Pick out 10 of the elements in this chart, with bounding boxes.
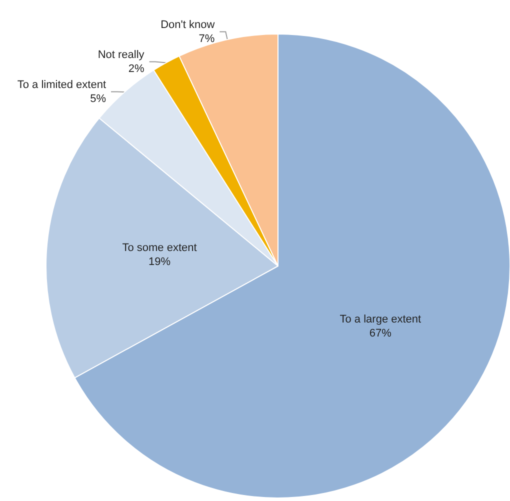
data-label: 2% <box>128 62 144 75</box>
slice-label: To some extent <box>122 242 197 254</box>
data-label: 5% <box>90 92 106 105</box>
slice-label: Don't know <box>160 18 215 31</box>
data-label: 19% <box>148 256 171 268</box>
slice-label: To a large extent <box>340 314 422 326</box>
data-label: 7% <box>198 32 215 45</box>
slice-label: To a limited extent <box>17 78 106 91</box>
slice-label: Not really <box>98 48 145 61</box>
data-label: 67% <box>369 328 392 340</box>
